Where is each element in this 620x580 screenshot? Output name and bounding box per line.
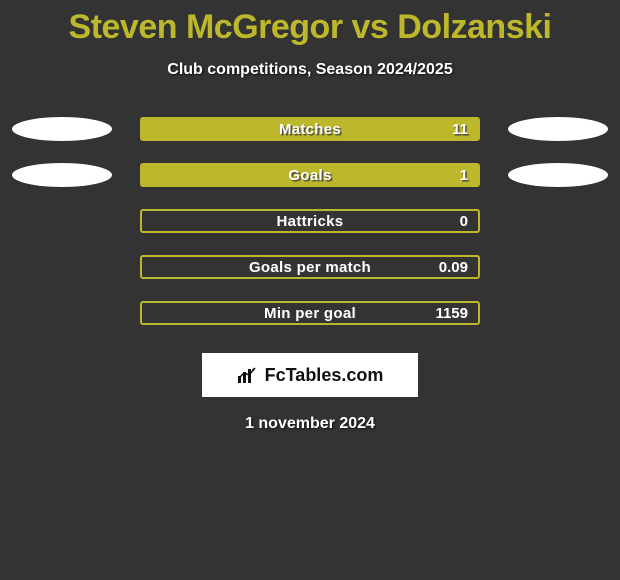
stat-row: Goals1	[0, 163, 620, 187]
right-marker	[508, 255, 608, 279]
stat-value: 1	[460, 165, 468, 185]
stat-label: Goals per match	[142, 257, 478, 277]
stats-card: Steven McGregor vs Dolzanski Club compet…	[0, 0, 620, 580]
stat-label: Matches	[142, 119, 478, 139]
brand-inner: FcTables.com	[237, 365, 384, 386]
stat-row: Hattricks0	[0, 209, 620, 233]
right-marker	[508, 209, 608, 233]
brand-text: FcTables.com	[265, 365, 384, 386]
stat-bar: Min per goal1159	[140, 301, 480, 325]
brand-box[interactable]: FcTables.com	[202, 353, 418, 397]
stat-row: Matches11	[0, 117, 620, 141]
stat-value: 1159	[435, 303, 468, 323]
snapshot-date: 1 november 2024	[0, 415, 620, 433]
stat-rows: Matches11 Goals1 Hattricks0 Goals per match…	[0, 117, 620, 325]
stat-row: Goals per match0.09	[0, 255, 620, 279]
left-marker	[12, 209, 112, 233]
stat-bar: Matches11	[140, 117, 480, 141]
page-subtitle: Club competitions, Season 2024/2025	[0, 61, 620, 79]
brand-chart-icon	[237, 366, 259, 384]
left-marker	[12, 255, 112, 279]
left-marker	[12, 163, 112, 187]
stat-value: 0.09	[439, 257, 468, 277]
stat-bar: Goals1	[140, 163, 480, 187]
stat-label: Goals	[142, 165, 478, 185]
stat-label: Min per goal	[142, 303, 478, 323]
stat-row: Min per goal1159	[0, 301, 620, 325]
stat-bar: Goals per match0.09	[140, 255, 480, 279]
stat-value: 11	[452, 119, 468, 139]
stat-label: Hattricks	[142, 211, 478, 231]
right-marker	[508, 117, 608, 141]
stat-bar: Hattricks0	[140, 209, 480, 233]
page-title: Steven McGregor vs Dolzanski	[0, 0, 620, 47]
left-marker	[12, 117, 112, 141]
right-marker	[508, 301, 608, 325]
left-marker	[12, 301, 112, 325]
stat-value: 0	[460, 211, 468, 231]
right-marker	[508, 163, 608, 187]
